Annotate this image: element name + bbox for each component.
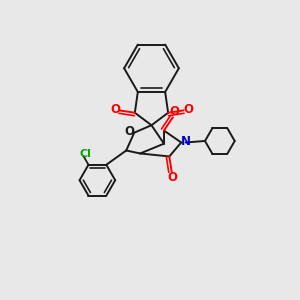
Text: O: O: [110, 103, 120, 116]
Text: O: O: [183, 103, 193, 116]
Text: O: O: [167, 171, 177, 184]
Text: N: N: [181, 135, 191, 148]
Text: O: O: [124, 125, 134, 138]
Text: O: O: [169, 105, 179, 119]
Text: Cl: Cl: [79, 149, 91, 159]
